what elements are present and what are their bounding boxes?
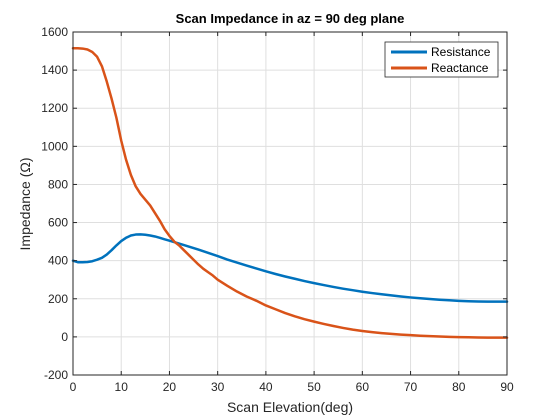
y-tick-label: 600 bbox=[48, 216, 68, 230]
x-tick-label: 40 bbox=[259, 380, 273, 394]
y-tick-label: 400 bbox=[48, 254, 68, 268]
legend-label-resistance: Resistance bbox=[431, 45, 491, 59]
y-tick-label: 1600 bbox=[41, 25, 68, 39]
y-tick-label: -200 bbox=[44, 368, 68, 382]
legend-label-reactance: Reactance bbox=[431, 61, 489, 75]
y-tick-label: 1400 bbox=[41, 63, 68, 77]
x-tick-label: 30 bbox=[211, 380, 225, 394]
x-tick-label: 60 bbox=[356, 380, 370, 394]
y-tick-label: 200 bbox=[48, 292, 68, 306]
y-tick-label: 1000 bbox=[41, 139, 68, 153]
x-axis-label: Scan Elevation(deg) bbox=[227, 399, 353, 415]
x-tick-label: 20 bbox=[163, 380, 177, 394]
x-tick-label: 80 bbox=[452, 380, 466, 394]
y-tick-label: 1200 bbox=[41, 101, 68, 115]
x-tick-label: 0 bbox=[70, 380, 77, 394]
axes-box bbox=[72, 31, 508, 376]
y-axis-label: Impedance (Ω) bbox=[17, 158, 33, 251]
x-tick-label: 50 bbox=[307, 380, 321, 394]
series-line-reactance bbox=[71, 46, 509, 339]
chart-title: Scan Impedance in az = 90 deg plane bbox=[176, 11, 405, 26]
plot-area bbox=[73, 32, 507, 375]
x-tick-label: 90 bbox=[500, 380, 514, 394]
x-tick-label: 70 bbox=[404, 380, 418, 394]
y-tick-label: 800 bbox=[48, 177, 68, 191]
series-lines bbox=[71, 46, 509, 339]
x-tick-label: 10 bbox=[115, 380, 129, 394]
y-tick-label: 0 bbox=[61, 330, 68, 344]
axis-ticks: 0 10 20 30 40 50 60 70 80 90-20002004006008001000… bbox=[41, 25, 514, 394]
legend-box bbox=[384, 41, 499, 78]
series-line-resistance bbox=[71, 233, 509, 303]
legend: Resistance Reactance bbox=[384, 41, 499, 78]
